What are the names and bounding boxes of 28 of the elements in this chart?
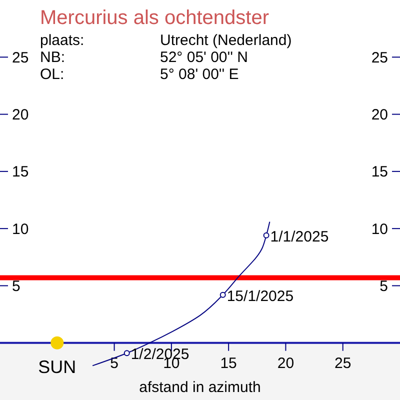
y-tick-label: 10: [12, 220, 29, 238]
x-tick-label: 15: [220, 354, 237, 372]
y-tick-label: 5: [12, 278, 20, 295]
y2-tick-label: 15: [371, 164, 388, 181]
y2-tick-label: 20: [371, 106, 388, 124]
y-tick-label: 20: [12, 106, 29, 124]
y-tick-label: 15: [12, 164, 29, 181]
annotation: 1/1/2025: [270, 228, 329, 246]
point: [263, 232, 270, 238]
y2-tick-label: 5: [380, 278, 388, 295]
annotation: 5° 08' 00'' E: [160, 66, 239, 83]
annotation: 52° 05' 00'' N: [160, 49, 248, 66]
chart-title: Mercurius als ochtendster: [40, 7, 270, 29]
point: [220, 292, 226, 298]
x-axis-title: afstand in azimuth: [139, 379, 261, 396]
y2-tick-label: 25: [371, 49, 388, 66]
y2-tick-label: 10: [371, 220, 388, 238]
point: [124, 350, 130, 356]
annotation: Utrecht (Nederland): [160, 32, 292, 49]
y-tick-label: 25: [12, 49, 29, 66]
annotation: NB:: [40, 49, 66, 66]
annotation: plaats:: [40, 32, 84, 49]
x-tick-label: 25: [334, 354, 352, 372]
x-tick-label: 20: [277, 354, 294, 372]
annotation: OL:: [40, 66, 64, 83]
annotation: 15/1/2025: [226, 288, 294, 305]
point: [50, 336, 64, 350]
series-label: SUN: [38, 356, 76, 377]
